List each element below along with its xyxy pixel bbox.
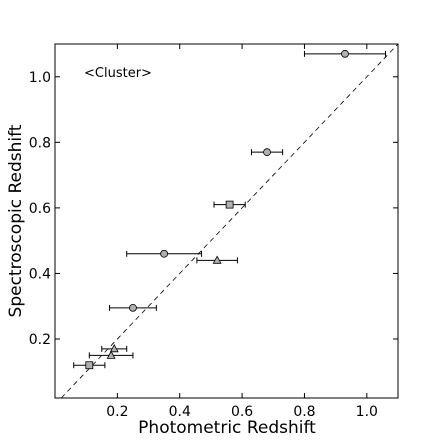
data-point-circle [341,49,349,58]
data-point-square [225,200,234,209]
x-tick-label: 0.2 [106,404,128,420]
y-tick-label: 0.8 [29,135,51,151]
reference-line [60,43,399,399]
x-tick-label: 0.6 [231,404,253,420]
plot-frame [54,43,399,399]
data-point-circle [263,148,271,157]
x-axis-label: Photometric Redshift [138,418,316,438]
y-tick-label: 0.4 [29,266,51,282]
data-point-triangle [106,350,116,359]
data-point-square [85,361,94,370]
x-tick-label: 0.4 [169,404,191,420]
y-tick-label: 0.6 [29,201,51,217]
data-point-triangle [212,255,222,264]
y-axis-label: Spectroscopic Redshift [6,124,26,317]
x-tick-label: 0.8 [293,404,315,420]
y-tick-label: 1.0 [29,70,51,86]
data-point-circle [160,249,169,258]
plot-background [55,44,398,398]
data-point-circle [129,303,137,312]
y-tick-label: 0.2 [29,332,51,348]
x-tick-label: 1.0 [356,404,378,420]
annotation-label: <Cluster> [84,66,152,81]
data-point-triangle [109,343,119,353]
